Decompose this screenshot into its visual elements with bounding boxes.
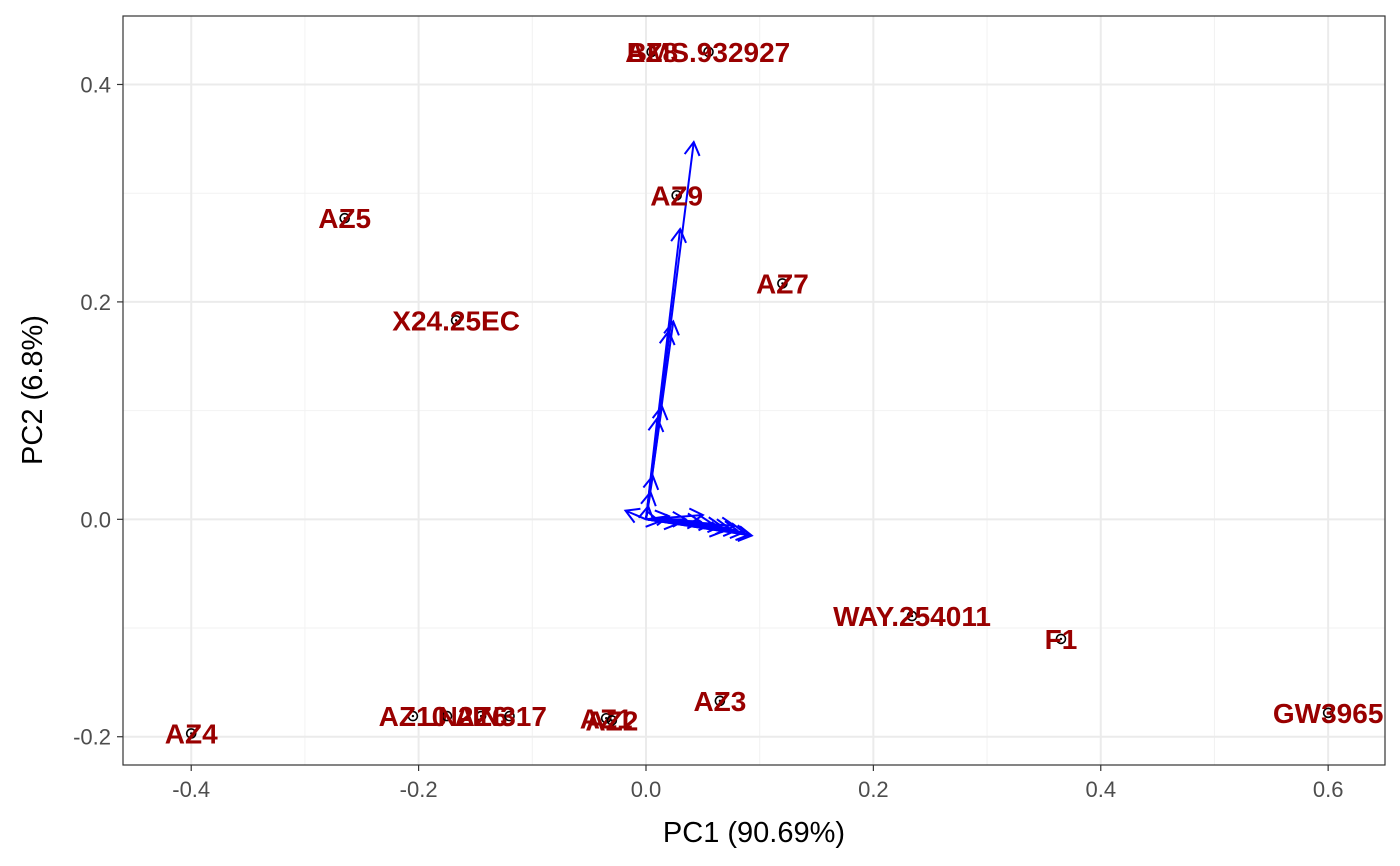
point-label: LN2 (421, 701, 474, 732)
data-point (646, 46, 657, 58)
data-point-center (508, 714, 511, 718)
data-point-center (343, 216, 346, 220)
data-point (185, 728, 197, 739)
point-label: WAY.254011 (833, 601, 991, 632)
data-point-center (1326, 711, 1330, 715)
y-tick-label: 0.4 (80, 72, 111, 97)
x-tick-label: 0.0 (631, 777, 662, 802)
point-label: AZ8 (625, 37, 678, 68)
data-point (441, 710, 453, 722)
y-axis-title: PC2 (6.8%) (17, 315, 49, 465)
x-tick-label: 0.6 (1313, 777, 1344, 802)
data-point-center (411, 714, 415, 718)
x-tick-label: 0.2 (858, 777, 889, 802)
point-label: X24.25EC (392, 305, 520, 336)
data-point (600, 712, 612, 724)
data-point-center (604, 717, 608, 720)
data-point (1322, 707, 1334, 719)
grid-lines (123, 16, 1385, 765)
point-label: AZ1 (580, 703, 633, 734)
data-point (450, 315, 462, 326)
point-label: IN317 (472, 701, 547, 732)
point-label: GW3965 (1273, 698, 1384, 729)
y-tick-label: 0.0 (80, 507, 111, 532)
loading-arrow (623, 507, 647, 524)
point-label: AZ2 (585, 705, 638, 736)
data-point (339, 212, 351, 224)
data-point-center (445, 714, 449, 718)
data-point (906, 610, 918, 622)
data-point (407, 710, 419, 722)
loading-arrow (645, 516, 737, 534)
point-label: AZ4 (165, 718, 218, 749)
point-label: AZ6 (455, 701, 508, 732)
point-label: AZ10 (379, 701, 447, 732)
data-point (606, 715, 618, 726)
data-point-center (718, 699, 722, 703)
axes: -0.4 -0.2 0.0 0.2 0.4 0.6 -0.2 0.0 0.2 0.4 (73, 72, 1343, 802)
data-point-center (479, 714, 483, 718)
data-point-center (675, 194, 678, 197)
data-point (671, 190, 682, 201)
point-label: F1 (1045, 624, 1078, 655)
y-tick-label: -0.2 (73, 725, 111, 750)
data-point-center (610, 719, 614, 722)
data-point (475, 710, 487, 722)
data-point-center (1059, 637, 1063, 641)
x-axis-title: PC1 (90.69%) (663, 817, 845, 849)
data-point (504, 710, 515, 722)
data-point-center (454, 319, 458, 322)
data-point (777, 278, 788, 289)
data-point-center (910, 614, 914, 618)
data-point-center (190, 732, 193, 735)
panel-border (122, 15, 1386, 766)
y-tick-label: 0.2 (80, 290, 111, 315)
panel-background (123, 16, 1385, 765)
data-point-center (707, 50, 710, 54)
data-point-center (650, 50, 653, 54)
point-label: AZ5 (318, 203, 371, 234)
point-label: AZ9 (650, 180, 703, 211)
data-point (714, 695, 726, 707)
loading-arrow (645, 511, 662, 528)
x-tick-label: 0.4 (1085, 777, 1116, 802)
data-point (1055, 633, 1067, 645)
x-tick-label: -0.4 (172, 777, 210, 802)
point-label: BMS.932927 (627, 37, 790, 68)
data-point-center (781, 282, 784, 285)
point-label: AZ7 (756, 268, 809, 299)
point-label: AZ3 (693, 686, 746, 717)
x-tick-label: -0.2 (400, 777, 438, 802)
data-point (703, 46, 714, 58)
